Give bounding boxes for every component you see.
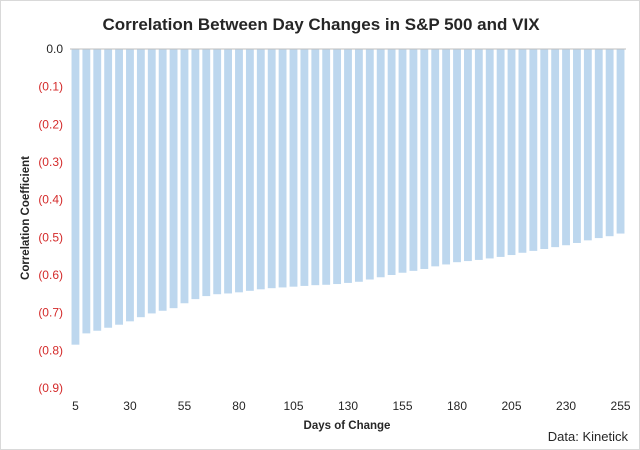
bar-20 (104, 49, 113, 328)
bar-130 (344, 49, 352, 283)
x-tick-label: 255 (611, 399, 631, 413)
bar-25 (115, 49, 123, 325)
bar-70 (213, 49, 222, 295)
bar-215 (529, 49, 538, 251)
y-tick-label: 0.0 (46, 42, 63, 56)
y-tick-label: (0.1) (38, 80, 63, 94)
bar-series (71, 49, 625, 345)
bar-80 (235, 49, 243, 293)
bar-190 (474, 49, 483, 260)
y-tick-label: (0.3) (38, 155, 63, 169)
source-note: Data: Kinetick (548, 429, 629, 444)
bar-85 (245, 49, 254, 291)
y-tick-label: (0.5) (38, 230, 63, 244)
bar-165 (420, 49, 429, 269)
bar-60 (191, 49, 200, 300)
x-tick-label: 5 (72, 399, 79, 413)
bar-35 (136, 49, 145, 318)
bar-45 (158, 49, 167, 311)
y-axis-title: Correlation Coefficient (20, 156, 32, 280)
y-tick-label: (0.6) (38, 268, 63, 282)
bar-50 (169, 49, 178, 309)
bar-95 (267, 49, 276, 289)
bar-145 (376, 49, 385, 278)
bar-110 (300, 49, 309, 286)
bar-170 (431, 49, 440, 267)
x-axis-title: Days of Change (304, 420, 391, 432)
bar-65 (202, 49, 211, 297)
bar-240 (583, 49, 592, 241)
bar-150 (387, 49, 396, 275)
bar-250 (605, 49, 614, 237)
y-tick-label: (0.4) (38, 193, 63, 207)
x-tick-label: 130 (338, 399, 358, 413)
x-tick-label: 205 (502, 399, 522, 413)
x-tick-label: 80 (232, 399, 246, 413)
x-tick-label: 55 (178, 399, 192, 413)
bar-210 (518, 49, 527, 253)
y-tick-label: (0.7) (38, 306, 63, 320)
y-tick-label: (0.9) (38, 381, 63, 395)
bar-245 (594, 49, 603, 239)
bar-200 (496, 49, 505, 257)
bar-115 (311, 49, 320, 286)
bar-135 (354, 49, 363, 282)
x-tick-label: 180 (447, 399, 467, 413)
bar-230 (562, 49, 570, 246)
bar-185 (464, 49, 472, 262)
y-tick-label: (0.8) (38, 343, 63, 357)
bar-15 (93, 49, 102, 331)
x-tick-label: 105 (283, 399, 303, 413)
bar-100 (278, 49, 287, 288)
bar-40 (147, 49, 156, 314)
bar-160 (409, 49, 418, 271)
x-tick-label: 155 (392, 399, 412, 413)
bar-5 (71, 49, 80, 345)
bar-90 (256, 49, 265, 290)
bar-140 (365, 49, 374, 280)
chart-title: Correlation Between Day Changes in S&P 5… (102, 15, 540, 34)
y-tick-label: (0.2) (38, 117, 63, 131)
bar-235 (573, 49, 581, 243)
bar-10 (82, 49, 91, 334)
bar-155 (398, 49, 407, 273)
x-tick-label: 30 (123, 399, 137, 413)
bar-30 (126, 49, 134, 322)
bar-55 (180, 49, 189, 304)
bar-120 (322, 49, 331, 285)
x-axis-ticks: 5 30 55 80 105 130 155 180 205 230 255 (72, 399, 631, 413)
bar-195 (485, 49, 494, 259)
x-tick-label: 230 (556, 399, 576, 413)
y-axis-ticks: 0.0 (0.1) (0.2) (0.3) (0.4) (0.5) (0.6) (0.7) (0… (38, 42, 63, 395)
bar-125 (333, 49, 342, 285)
bar-255 (616, 49, 625, 234)
bar-75 (224, 49, 232, 294)
bar-225 (551, 49, 560, 248)
bar-175 (442, 49, 451, 265)
bar-180 (453, 49, 461, 263)
bar-205 (507, 49, 516, 256)
bar-105 (289, 49, 298, 287)
bar-220 (540, 49, 549, 250)
